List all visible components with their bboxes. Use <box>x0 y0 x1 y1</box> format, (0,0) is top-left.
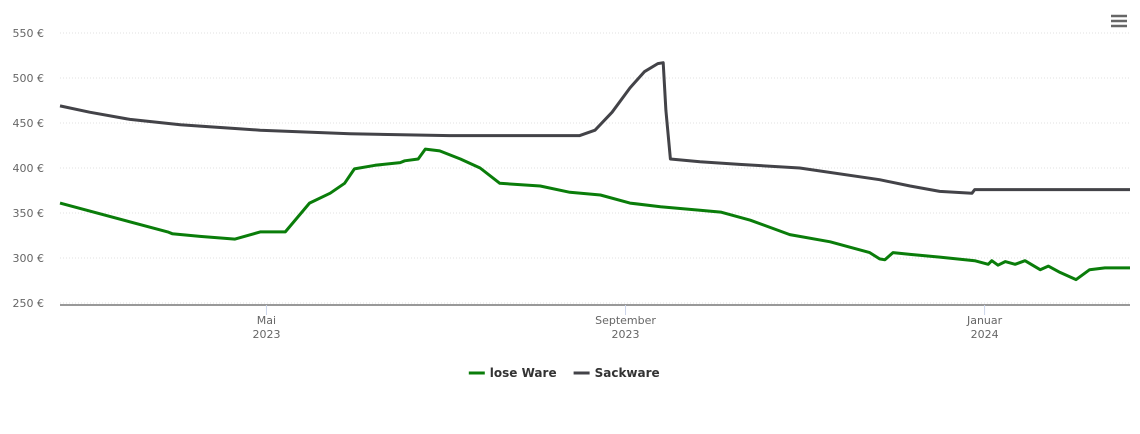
x-tick-label-line: 2024 <box>971 328 999 341</box>
x-tick-label-line: Mai <box>257 314 276 327</box>
y-tick-label: 500 € <box>13 72 45 85</box>
legend-item[interactable]: Sackware <box>573 366 660 380</box>
y-tick-label: 350 € <box>13 207 45 220</box>
x-tick-label: Januar 2024 <box>966 314 1003 341</box>
x-tick-label: Mai 2023 <box>252 314 280 341</box>
legend-item[interactable]: lose Ware <box>468 366 557 380</box>
y-tick-label: 300 € <box>13 252 45 265</box>
legend-label: lose Ware <box>490 366 557 380</box>
legend-label: Sackware <box>595 366 660 380</box>
y-tick-label: 400 € <box>13 162 45 175</box>
series-line <box>59 147 1130 282</box>
x-tick-label-line: 2023 <box>252 328 280 341</box>
x-tick-label: September 2023 <box>595 314 656 341</box>
y-tick-label: 250 € <box>13 297 45 310</box>
y-tick-label: 450 € <box>13 117 45 130</box>
x-tick-label-line: September <box>595 314 656 327</box>
x-tick-label-line: 2023 <box>612 328 640 341</box>
menu-button[interactable] <box>1108 12 1130 32</box>
x-tick-label-line: Januar <box>966 314 1003 327</box>
series-line <box>59 61 1130 195</box>
y-tick-label: 550 € <box>13 27 45 40</box>
